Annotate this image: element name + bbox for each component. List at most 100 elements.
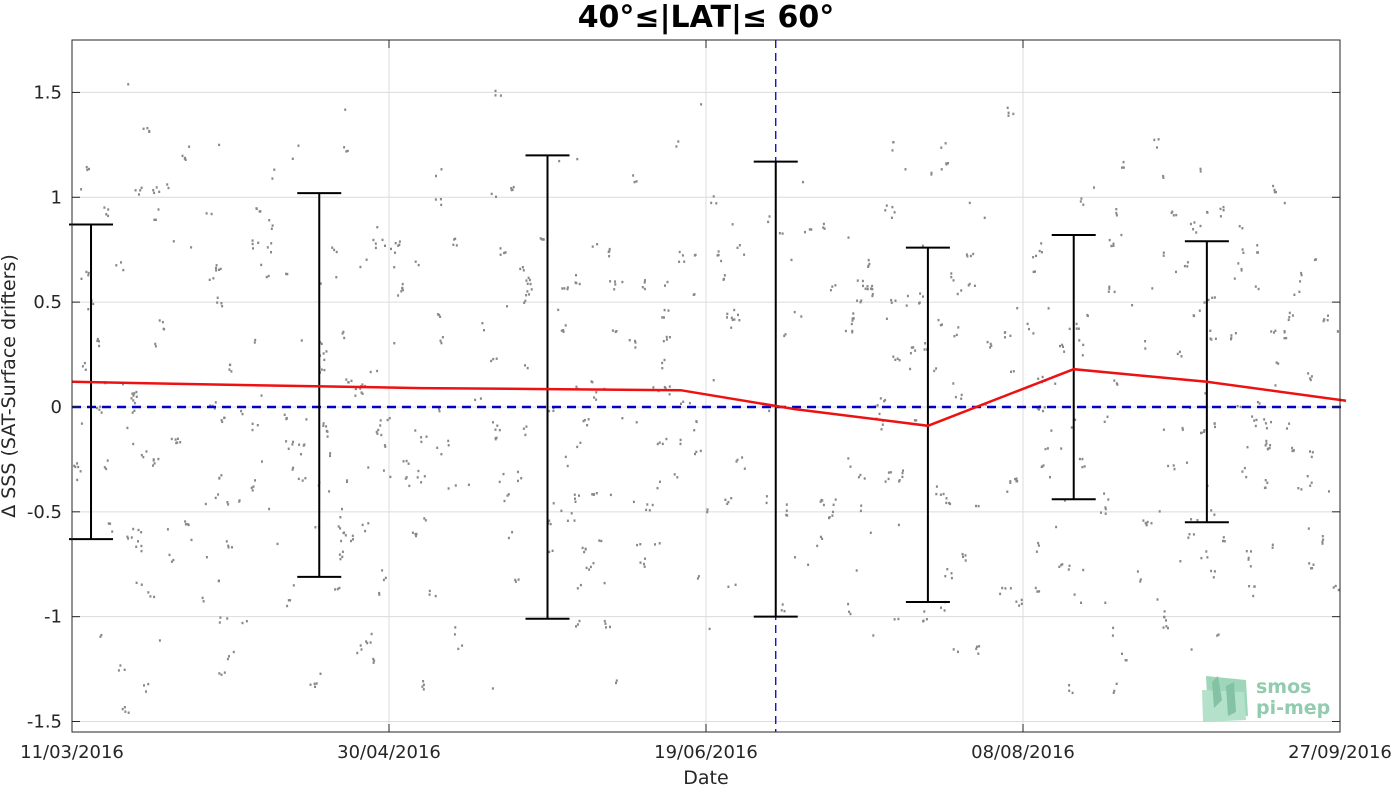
scatter-point — [665, 335, 668, 339]
scatter-point — [325, 350, 328, 353]
scatter-point — [152, 464, 154, 467]
scatter-point — [730, 326, 733, 329]
scatter-point — [810, 228, 813, 231]
scatter-point — [181, 154, 184, 158]
scatter-point — [393, 266, 396, 269]
scatter-point — [576, 157, 579, 161]
scatter-point — [1157, 138, 1160, 141]
scatter-point — [360, 391, 363, 394]
scatter-point — [890, 298, 893, 302]
scatter-point — [1275, 190, 1277, 194]
scatter-point — [872, 634, 875, 637]
scatter-point — [228, 655, 230, 658]
scatter-point — [1035, 550, 1038, 553]
scatter-point — [153, 191, 156, 195]
scatter-point — [558, 159, 561, 163]
scatter-point — [138, 193, 140, 196]
scatter-point — [1193, 221, 1196, 224]
scatter-point — [394, 242, 397, 245]
scatter-point — [726, 316, 728, 319]
scatter-point — [255, 207, 258, 210]
scatter-point — [957, 650, 959, 653]
scatter-point — [828, 516, 831, 519]
scatter-point — [241, 412, 244, 416]
scatter-point — [1214, 425, 1216, 429]
scatter-point — [561, 287, 564, 290]
scatter-point — [1188, 533, 1191, 536]
scatter-point — [107, 208, 110, 211]
scatter-point — [564, 455, 567, 459]
scatter-point — [924, 342, 927, 345]
scatter-point — [1283, 331, 1286, 334]
scatter-point — [883, 400, 886, 403]
scatter-point — [343, 336, 346, 340]
scatter-point — [695, 420, 698, 424]
scatter-point — [503, 499, 506, 503]
scatter-point — [1309, 377, 1312, 380]
scatter-point — [560, 509, 563, 512]
scatter-point — [351, 534, 354, 537]
scatter-point — [859, 509, 862, 513]
scatter-point — [1266, 481, 1269, 484]
scatter-point — [1042, 409, 1044, 413]
scatter-point — [1082, 203, 1085, 206]
scatter-point — [1144, 347, 1147, 350]
scatter-point — [628, 339, 631, 342]
scatter-point — [503, 251, 506, 255]
scatter-point — [361, 523, 364, 527]
scatter-point — [1285, 336, 1288, 340]
scatter-point — [1273, 190, 1276, 194]
scatter-point — [1162, 251, 1165, 254]
scatter-point — [161, 320, 164, 324]
scatter-point — [1034, 586, 1037, 590]
scatter-point — [87, 308, 90, 311]
scatter-point — [1040, 242, 1043, 245]
scatter-point — [495, 357, 498, 360]
scatter-point — [821, 537, 824, 540]
scatter-point — [1012, 370, 1015, 373]
scatter-point — [1120, 233, 1123, 237]
scatter-point — [960, 397, 963, 400]
scatter-point — [967, 284, 970, 287]
scatter-point — [1078, 339, 1081, 342]
scatter-point — [913, 419, 916, 422]
scatter-point — [1001, 586, 1004, 590]
scatter-point — [1222, 536, 1225, 539]
scatter-point — [961, 552, 964, 556]
scatter-point — [1230, 338, 1232, 341]
scatter-point — [218, 476, 221, 480]
scatter-point — [132, 394, 135, 397]
scatter-point — [887, 471, 890, 474]
scatter-point — [645, 508, 648, 512]
scatter-point — [1068, 689, 1071, 692]
scatter-point — [682, 400, 685, 403]
scatter-point — [621, 280, 624, 284]
scatter-point — [765, 495, 768, 498]
scatter-point — [582, 419, 585, 423]
scatter-point — [1009, 334, 1012, 337]
scatter-point — [440, 168, 443, 171]
scatter-point — [440, 453, 443, 456]
scatter-point — [634, 346, 637, 349]
scatter-point — [1086, 313, 1089, 317]
scatter-point — [167, 186, 170, 190]
scatter-point — [633, 180, 636, 184]
scatter-point — [1122, 160, 1125, 164]
scatter-point — [574, 497, 576, 500]
scatter-point — [1213, 513, 1216, 516]
scatter-point — [832, 510, 834, 514]
scatter-point — [1186, 461, 1188, 464]
scatter-point — [1062, 345, 1064, 348]
scatter-point — [205, 212, 208, 215]
scatter-point — [494, 89, 497, 93]
scatter-point — [977, 652, 980, 655]
scatter-point — [944, 142, 947, 145]
scatter-point — [1268, 446, 1271, 450]
scatter-point — [76, 478, 79, 482]
scatter-point — [479, 397, 482, 400]
scatter-point — [187, 523, 190, 527]
scatter-point — [525, 279, 528, 282]
scatter-point — [350, 379, 353, 383]
scatter-point — [252, 485, 255, 488]
scatter-point — [219, 267, 222, 271]
